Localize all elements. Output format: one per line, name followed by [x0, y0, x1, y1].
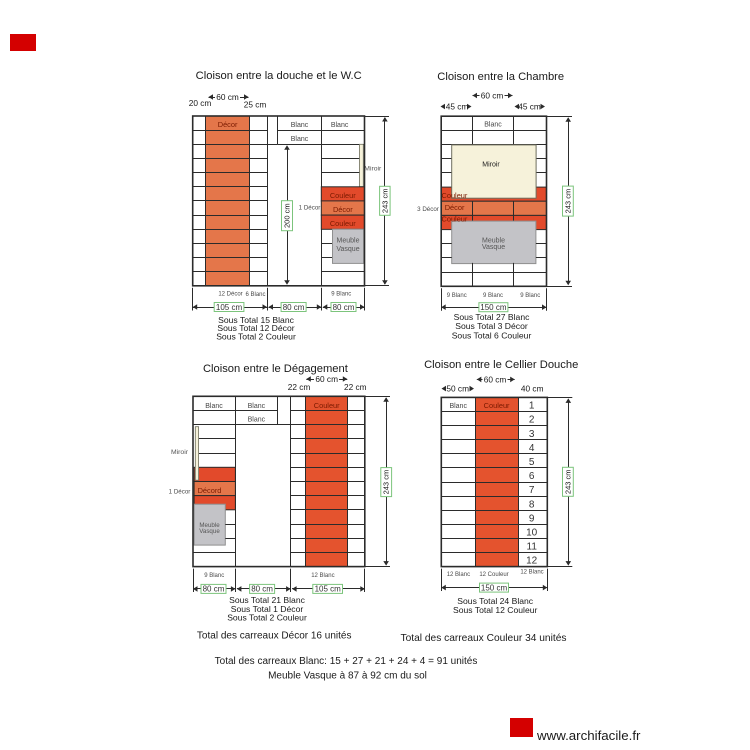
svg-text:4: 4	[529, 443, 535, 454]
svg-text:1: 1	[529, 401, 535, 412]
svg-text:20 cm: 20 cm	[189, 98, 212, 108]
svg-text:Blanc: Blanc	[484, 121, 502, 128]
svg-text:105 cm: 105 cm	[216, 303, 243, 312]
svg-text:Sous Total 27 Blanc: Sous Total 27 Blanc	[454, 312, 531, 322]
svg-text:243 cm: 243 cm	[380, 188, 389, 213]
svg-text:Total des carreaux Couleur 34: Total des carreaux Couleur 34 unités	[401, 633, 567, 644]
svg-text:60 cm: 60 cm	[216, 92, 239, 102]
svg-text:Meuble: Meuble	[199, 522, 220, 529]
svg-text:9 Blanc: 9 Blanc	[520, 293, 540, 299]
svg-text:12 Blanc: 12 Blanc	[311, 573, 334, 579]
svg-text:Miroir: Miroir	[482, 162, 500, 169]
svg-text:80 cm: 80 cm	[283, 303, 305, 312]
svg-text:Blanc: Blanc	[291, 136, 309, 143]
svg-text:9 Blanc: 9 Blanc	[204, 573, 224, 579]
svg-text:12 Blanc: 12 Blanc	[520, 570, 543, 576]
svg-text:Cloison entre la douche et le: Cloison entre la douche et le W.C	[196, 70, 362, 82]
svg-text:60 cm: 60 cm	[484, 374, 507, 384]
svg-text:Meuble Vasque à 87 à 92 cm du: Meuble Vasque à 87 à 92 cm du sol	[268, 671, 427, 682]
svg-text:Vasque: Vasque	[199, 528, 220, 535]
svg-text:Vasque: Vasque	[482, 244, 505, 251]
svg-text:6 Blanc: 6 Blanc	[245, 292, 265, 298]
svg-text:Sous Total 6 Couleur: Sous Total 6 Couleur	[452, 330, 532, 340]
svg-text:243 cm: 243 cm	[382, 470, 391, 495]
svg-text:Cloison entre le Cellier Douch: Cloison entre le Cellier Douche	[424, 359, 578, 371]
svg-text:Couleur: Couleur	[314, 401, 340, 410]
svg-text:Couleur: Couleur	[330, 191, 356, 200]
svg-text:9 Blanc: 9 Blanc	[331, 292, 351, 298]
svg-text:Vasque: Vasque	[336, 246, 359, 253]
svg-text:Miroir: Miroir	[364, 166, 382, 173]
svg-text:80 cm: 80 cm	[333, 303, 355, 312]
svg-text:Décor: Décor	[333, 205, 353, 214]
svg-text:Sous Total 2 Couleur: Sous Total 2 Couleur	[227, 613, 307, 623]
svg-text:Blanc: Blanc	[449, 403, 467, 410]
svg-text:22 cm: 22 cm	[288, 382, 311, 392]
svg-text:Blanc: Blanc	[331, 122, 349, 129]
svg-text:105 cm: 105 cm	[315, 585, 342, 594]
svg-text:Sous Total 12 Couleur: Sous Total 12 Couleur	[453, 605, 538, 615]
svg-text:3 Décor: 3 Décor	[417, 206, 439, 213]
svg-text:9: 9	[529, 513, 535, 524]
svg-text:Sous Total 24 Blanc: Sous Total 24 Blanc	[457, 596, 534, 606]
svg-text:150 cm: 150 cm	[480, 303, 507, 312]
svg-text:Blanc: Blanc	[248, 403, 266, 410]
svg-text:Décor: Décor	[218, 120, 238, 129]
svg-text:Sous Total 3 Décor: Sous Total 3 Décor	[455, 321, 528, 331]
svg-text:Sous Total 12 Décor: Sous Total 12 Décor	[217, 323, 294, 333]
svg-text:Sous Total 2 Couleur: Sous Total 2 Couleur	[216, 331, 296, 341]
svg-text:3: 3	[529, 429, 535, 440]
svg-text:Décor: Décor	[445, 203, 465, 212]
svg-text:Couleur: Couleur	[442, 214, 468, 223]
svg-text:Sous Total 1 Décor: Sous Total 1 Décor	[231, 604, 304, 614]
svg-text:60 cm: 60 cm	[481, 91, 504, 101]
svg-text:Blanc: Blanc	[291, 122, 309, 129]
svg-text:45 cm: 45 cm	[518, 102, 541, 112]
svg-text:9 Blanc: 9 Blanc	[447, 293, 467, 299]
svg-text:12 Blanc: 12 Blanc	[447, 572, 470, 578]
svg-text:40 cm: 40 cm	[521, 384, 544, 394]
svg-text:243 cm: 243 cm	[563, 189, 572, 214]
svg-text:Miroir: Miroir	[171, 449, 189, 456]
svg-text:60 cm: 60 cm	[315, 374, 338, 384]
svg-text:6: 6	[529, 471, 535, 482]
svg-text:Cloison entre la Chambre: Cloison entre la Chambre	[437, 71, 564, 83]
svg-text:1 Décor: 1 Décor	[299, 205, 321, 212]
svg-text:Décord: Décord	[198, 486, 222, 495]
svg-text:7: 7	[529, 485, 535, 496]
svg-text:Couleur: Couleur	[442, 191, 468, 200]
svg-text:45 cm: 45 cm	[446, 102, 469, 112]
svg-text:Total des carreaux Blanc: 15 +: Total des carreaux Blanc: 15 + 27 + 21 +…	[215, 656, 478, 667]
svg-text:12 Décor: 12 Décor	[218, 292, 242, 298]
svg-text:Meuble: Meuble	[482, 237, 505, 244]
svg-text:Sous Total 21 Blanc: Sous Total 21 Blanc	[229, 595, 306, 605]
svg-text:8: 8	[529, 499, 535, 510]
svg-text:10: 10	[526, 528, 538, 539]
svg-text:Blanc: Blanc	[205, 403, 223, 410]
svg-text:200 cm: 200 cm	[283, 203, 292, 228]
svg-text:Total des carreaux Décor 16 un: Total des carreaux Décor 16 unités	[197, 631, 352, 642]
svg-text:Meuble: Meuble	[337, 238, 360, 245]
svg-text:11: 11	[527, 542, 538, 553]
svg-text:12: 12	[526, 556, 538, 567]
svg-text:Cloison entre le Dégagement: Cloison entre le Dégagement	[203, 363, 349, 375]
svg-text:22 cm: 22 cm	[344, 382, 367, 392]
svg-text:9 Blanc: 9 Blanc	[483, 293, 503, 299]
svg-text:5: 5	[529, 457, 535, 468]
svg-text:Sous Total 15 Blanc: Sous Total 15 Blanc	[218, 315, 295, 325]
svg-text:www.archifacile.fr: www.archifacile.fr	[536, 728, 641, 743]
svg-text:25 cm: 25 cm	[244, 100, 267, 110]
svg-text:150 cm: 150 cm	[481, 583, 508, 592]
svg-text:Couleur: Couleur	[330, 219, 356, 228]
svg-text:Couleur: Couleur	[484, 401, 510, 410]
svg-text:243 cm: 243 cm	[563, 469, 572, 494]
svg-text:50 cm: 50 cm	[446, 384, 469, 394]
svg-text:12 Couleur: 12 Couleur	[479, 572, 508, 578]
svg-text:Blanc: Blanc	[248, 417, 266, 424]
svg-text:1 Décor: 1 Décor	[169, 489, 191, 496]
svg-text:2: 2	[529, 415, 535, 426]
svg-text:80 cm: 80 cm	[251, 585, 273, 594]
svg-text:80 cm: 80 cm	[203, 585, 225, 594]
